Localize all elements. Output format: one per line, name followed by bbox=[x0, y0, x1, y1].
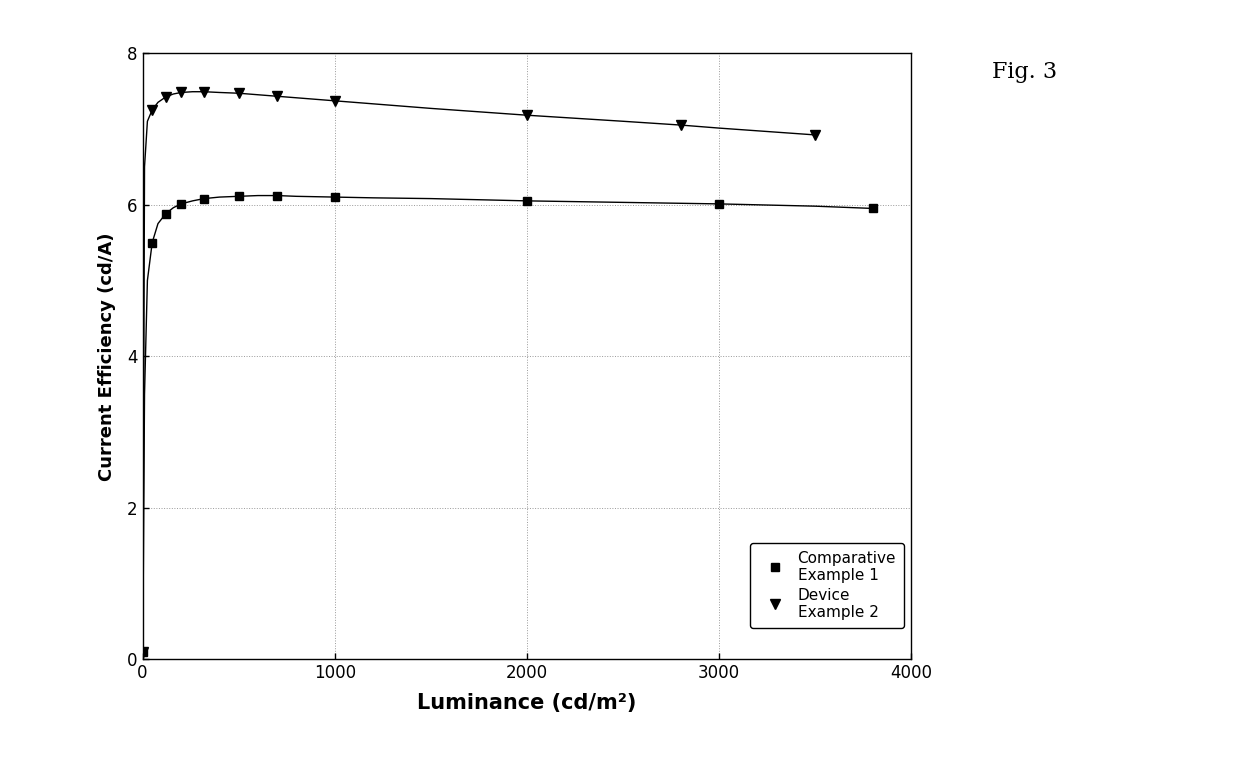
Y-axis label: Current Efficiency (cd/A): Current Efficiency (cd/A) bbox=[98, 232, 117, 481]
Comparative
Example 1 bbox=[135, 647, 150, 656]
Comparative
Example 1 bbox=[520, 196, 534, 205]
Comparative
Example 1 bbox=[269, 191, 284, 200]
Legend: Comparative
Example 1, Device
Example 2: Comparative Example 1, Device Example 2 bbox=[750, 543, 904, 628]
Comparative
Example 1 bbox=[174, 199, 188, 208]
Device
Example 2 bbox=[327, 96, 342, 105]
Line: Device
Example 2: Device Example 2 bbox=[138, 87, 820, 656]
Comparative
Example 1 bbox=[159, 209, 174, 218]
Device
Example 2 bbox=[520, 111, 534, 120]
Device
Example 2 bbox=[197, 87, 212, 96]
Comparative
Example 1 bbox=[866, 204, 880, 213]
Text: Fig. 3: Fig. 3 bbox=[992, 61, 1058, 83]
Comparative
Example 1 bbox=[145, 238, 160, 247]
Comparative
Example 1 bbox=[231, 192, 246, 201]
Device
Example 2 bbox=[159, 92, 174, 102]
Device
Example 2 bbox=[269, 92, 284, 101]
Device
Example 2 bbox=[231, 89, 246, 98]
Device
Example 2 bbox=[673, 121, 688, 130]
Device
Example 2 bbox=[135, 647, 150, 656]
Line: Comparative
Example 1: Comparative Example 1 bbox=[139, 192, 877, 656]
X-axis label: Luminance (cd/m²): Luminance (cd/m²) bbox=[418, 694, 636, 713]
Device
Example 2 bbox=[174, 88, 188, 97]
Comparative
Example 1 bbox=[197, 194, 212, 203]
Comparative
Example 1 bbox=[712, 199, 727, 208]
Device
Example 2 bbox=[145, 105, 160, 114]
Device
Example 2 bbox=[808, 130, 823, 139]
Comparative
Example 1 bbox=[327, 193, 342, 202]
